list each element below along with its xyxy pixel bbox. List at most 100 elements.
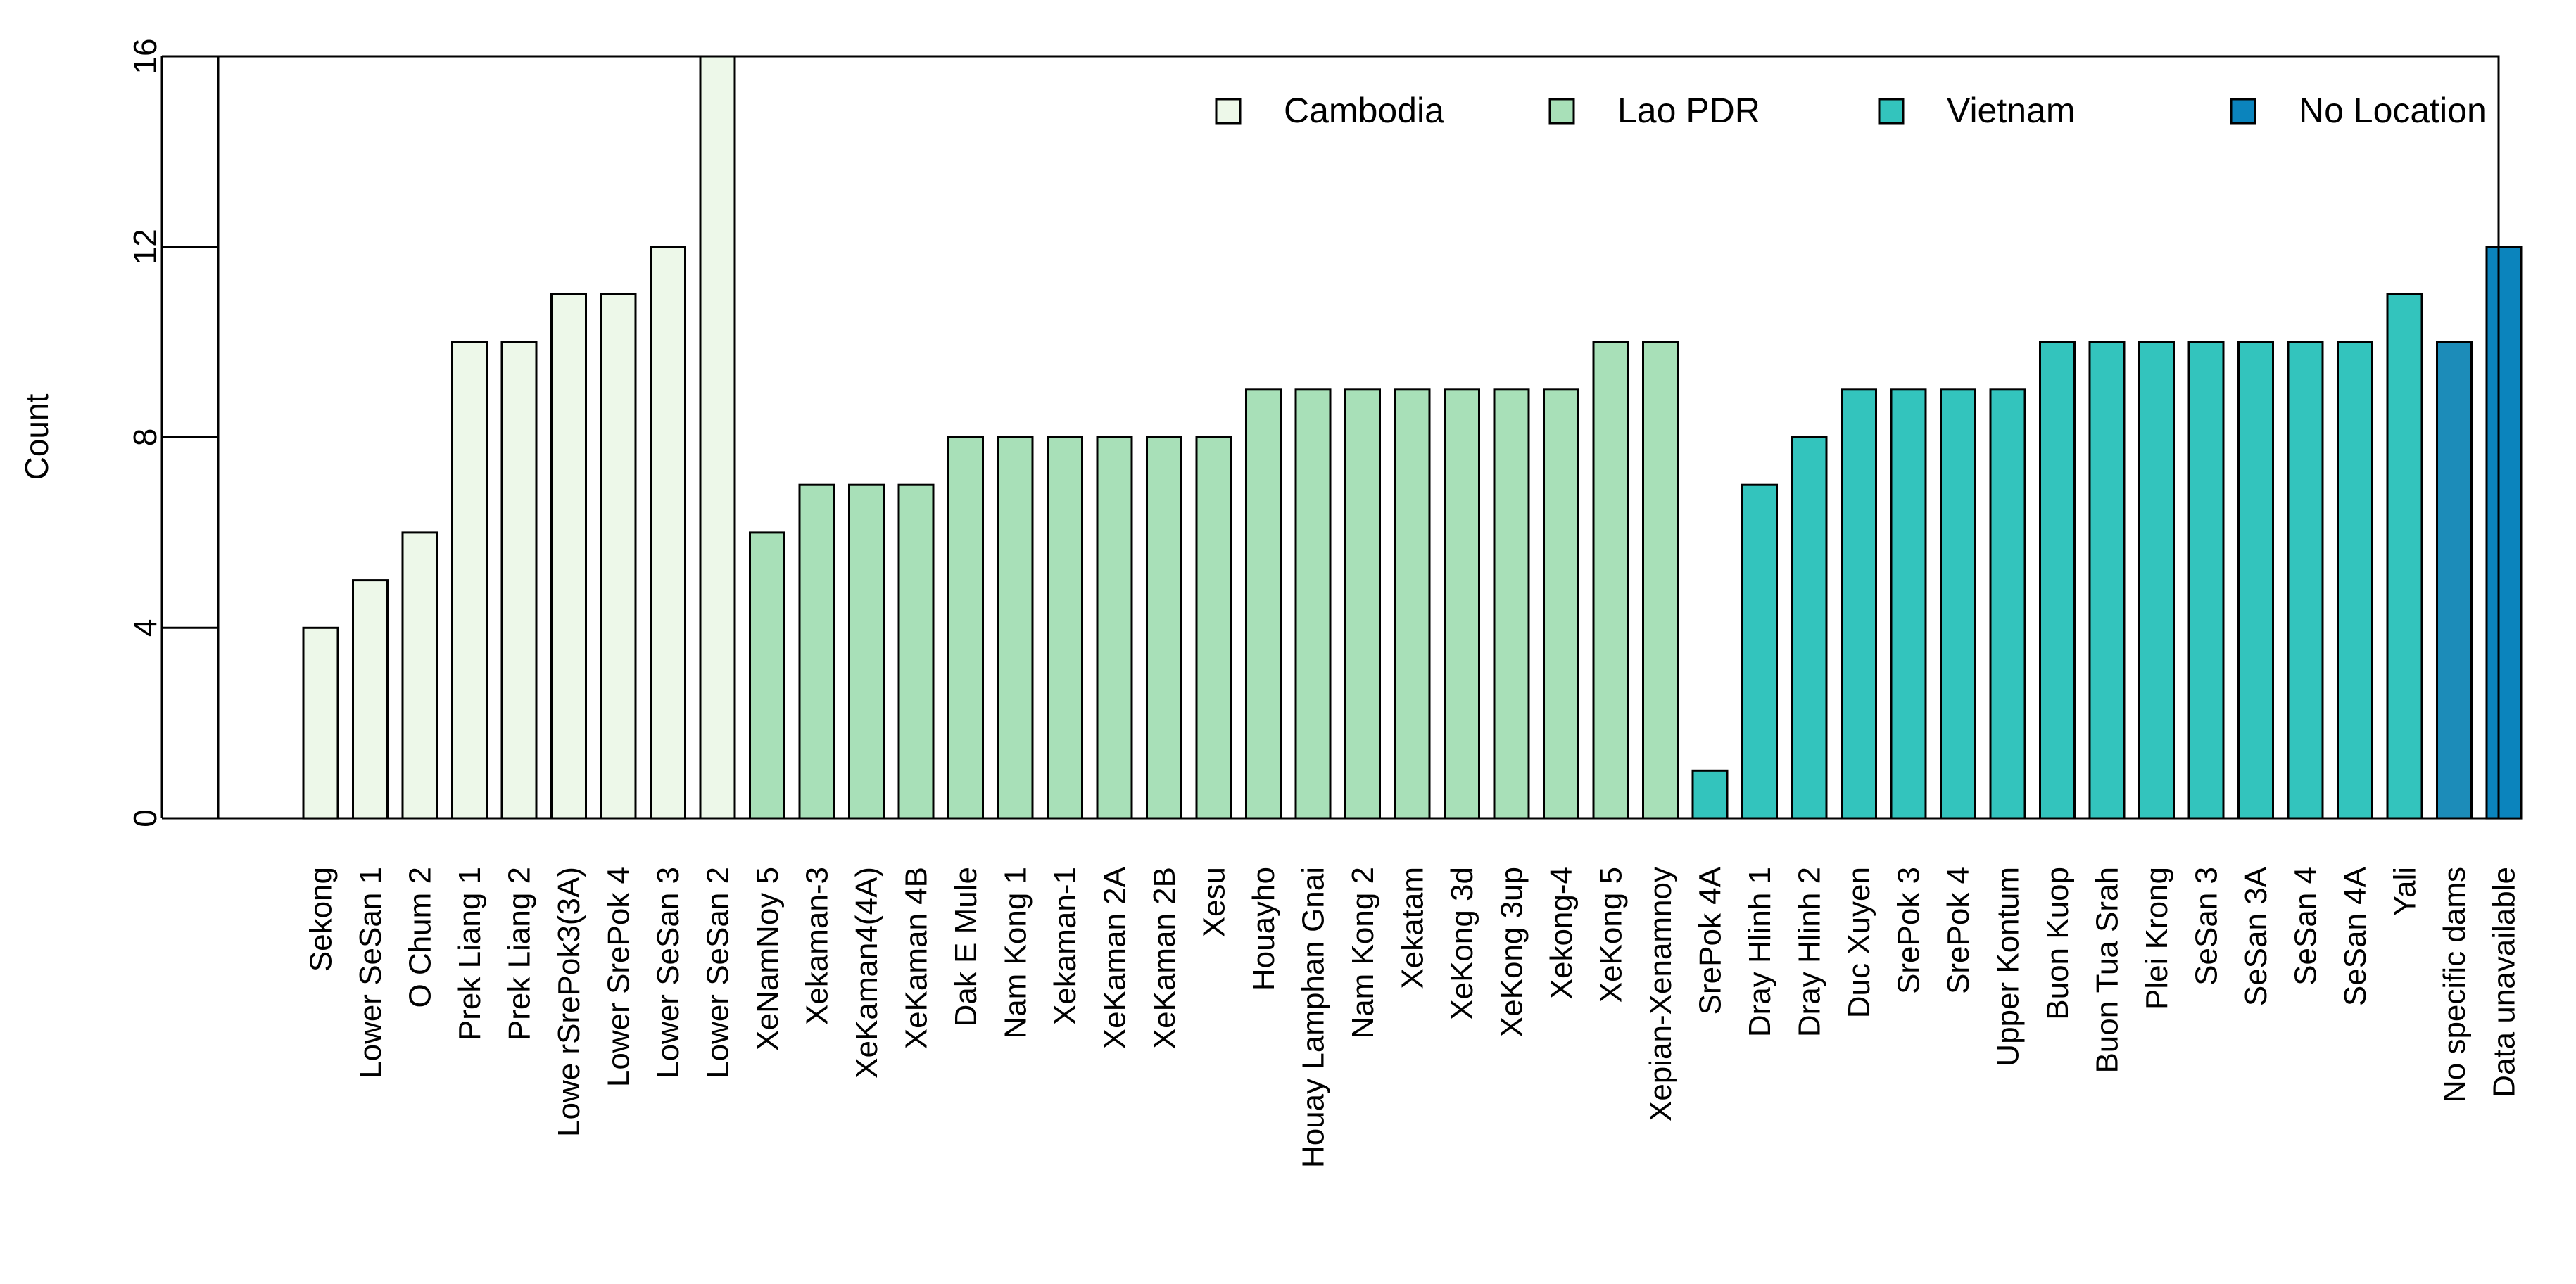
bar-srepok-3 bbox=[1890, 388, 1927, 820]
x-tick-label: SeSan 4 bbox=[2289, 867, 2323, 986]
x-tick-label: XeKaman 4B bbox=[899, 867, 934, 1049]
bar-srepok-4 bbox=[1940, 388, 1976, 820]
x-tick-label: SeSan 4A bbox=[2338, 866, 2373, 1006]
x-tick-label: XeKong 3d bbox=[1445, 867, 1479, 1020]
bar-xekaman-1 bbox=[1047, 436, 1083, 820]
bar-houay-lamphan-gnai bbox=[1294, 388, 1332, 820]
bar-lower-sesan-3 bbox=[650, 246, 686, 820]
x-tick-label: Lower SeSan 1 bbox=[353, 867, 388, 1079]
x-tick-label: Prek Liang 1 bbox=[453, 867, 487, 1041]
x-tick-label: Houay Lamphan Gnai bbox=[1296, 867, 1331, 1168]
x-tick-label: Lower SeSan 3 bbox=[651, 867, 686, 1079]
x-tick-label: XeKaman 2B bbox=[1147, 867, 1182, 1049]
x-tick-label: XeKong 3up bbox=[1495, 867, 1529, 1037]
legend-swatch-vietnam bbox=[1878, 98, 1905, 125]
bar-sesan-3a bbox=[2237, 341, 2274, 820]
x-tick-label: SeSan 3 bbox=[2190, 867, 2224, 986]
x-tick-label: Xekatam bbox=[1396, 867, 1430, 989]
x-tick-label: Nam Kong 2 bbox=[1346, 867, 1380, 1039]
y-tick-label: 0 bbox=[127, 809, 163, 827]
x-tick-label: Sekong bbox=[304, 867, 339, 972]
bar-duc-xuyen bbox=[1841, 388, 1877, 820]
y-axis-label: Count bbox=[18, 393, 55, 480]
bar-sesan-3 bbox=[2187, 341, 2225, 820]
x-tick-label: XeKong 5 bbox=[1594, 867, 1629, 1003]
bar-sesan-4a bbox=[2337, 341, 2373, 820]
bar-xekong-3d bbox=[1444, 388, 1480, 820]
y-tick-label: 4 bbox=[127, 619, 163, 637]
x-tick-label: Yali bbox=[2388, 867, 2423, 916]
bar-upper-kontum bbox=[1989, 388, 2026, 820]
bar-sesan-4 bbox=[2287, 341, 2324, 820]
x-tick-label: SrePok 3 bbox=[1892, 867, 1926, 994]
x-tick-label: Dray Hlinh 2 bbox=[1793, 867, 1827, 1037]
plot-frame bbox=[217, 55, 2500, 820]
bar-no-specific-dams bbox=[2436, 341, 2473, 820]
bar-prek-liang-1 bbox=[451, 341, 488, 820]
bar-yali bbox=[2386, 293, 2423, 820]
bar-xenamnoy-5 bbox=[749, 531, 785, 820]
legend-swatch-lao-pdr bbox=[1548, 98, 1575, 125]
legend-label-vietnam: Vietnam bbox=[1947, 91, 2076, 130]
x-tick-label: Prek Liang 2 bbox=[503, 867, 537, 1041]
legend-swatch-no-location bbox=[2230, 98, 2256, 125]
legend-label-no-location: No Location bbox=[2299, 91, 2487, 130]
legend-swatch-cambodia bbox=[1215, 98, 1242, 125]
bar-xesu bbox=[1195, 436, 1232, 820]
x-tick-label: Xekaman-3 bbox=[800, 867, 835, 1025]
bar-lower-sesan-2 bbox=[699, 55, 736, 820]
bar-srepok-4a bbox=[1691, 769, 1729, 820]
bar-xekong-4 bbox=[1543, 388, 1579, 820]
x-tick-label: Houayho bbox=[1246, 867, 1281, 991]
bar-lower-sesan-1 bbox=[352, 579, 389, 820]
x-tick-label: Nam Kong 1 bbox=[999, 867, 1033, 1039]
x-tick-labels: Sekong Lower SeSan 1 O Chum 2 Prek Liang 1 P… bbox=[304, 866, 2522, 1168]
bar-buon-kuop bbox=[2039, 341, 2076, 820]
bar-plei-krong bbox=[2138, 341, 2175, 820]
x-tick-label: Xepian-Xenamnoy bbox=[1643, 867, 1678, 1121]
x-tick-label: SrePok 4A bbox=[1693, 866, 1728, 1015]
x-tick-label: SrePok 4 bbox=[1941, 867, 1976, 994]
bar-xekong-5 bbox=[1592, 341, 1629, 820]
x-tick-label: Lower SeSan 2 bbox=[701, 867, 735, 1079]
x-tick-label: Buon Kuop bbox=[2040, 867, 2075, 1020]
bars-layer bbox=[302, 55, 2523, 820]
x-tick-label: Plei Krong bbox=[2140, 867, 2174, 1010]
x-tick-label: Xekaman-1 bbox=[1048, 867, 1082, 1025]
bar-xekaman4-4a- bbox=[848, 483, 885, 820]
bar-o-chum-2 bbox=[401, 531, 438, 820]
bar-buon-tua-srah bbox=[2088, 341, 2126, 820]
y-tick-label: 12 bbox=[127, 229, 163, 265]
bar-dak-e-mule bbox=[947, 436, 984, 820]
bar-lowe-rsrepok3-3a- bbox=[550, 293, 587, 820]
legend: Cambodia Lao PDR Vietnam No Location bbox=[1215, 91, 2487, 130]
y-tick-label: 8 bbox=[127, 428, 163, 447]
x-tick-label: Duc Xuyen bbox=[1842, 867, 1876, 1018]
x-tick-label: XeKaman 2A bbox=[1098, 866, 1132, 1049]
bar-dray-hlinh-2 bbox=[1791, 436, 1828, 820]
x-tick-label: Dray Hlinh 1 bbox=[1743, 867, 1777, 1037]
bar-xekaman-3 bbox=[798, 483, 835, 820]
bar-xekaman-2a bbox=[1096, 436, 1133, 820]
x-tick-label: XeKaman4(4A) bbox=[850, 867, 884, 1079]
bar-houayho bbox=[1245, 388, 1282, 820]
y-tick-label: 16 bbox=[127, 38, 163, 74]
bar-nam-kong-1 bbox=[997, 436, 1034, 820]
x-tick-label: Dak E Mule bbox=[949, 867, 983, 1026]
x-tick-label: Buon Tua Srah bbox=[2090, 867, 2125, 1074]
x-tick-label: SeSan 3A bbox=[2239, 866, 2273, 1006]
x-tick-label: Lower SrePok 4 bbox=[602, 867, 636, 1087]
x-tick-label: Xesu bbox=[1197, 867, 1232, 937]
bar-xepian-xenamnoy bbox=[1642, 341, 1679, 820]
legend-label-cambodia: Cambodia bbox=[1284, 91, 1444, 130]
x-tick-label: Lowe rSrePok3(3A) bbox=[552, 867, 586, 1137]
x-tick-label: Xekong-4 bbox=[1544, 867, 1579, 999]
bar-nam-kong-2 bbox=[1344, 388, 1381, 820]
x-tick-label: O Chum 2 bbox=[403, 867, 438, 1008]
x-tick-label: Upper Kontum bbox=[1991, 867, 2026, 1067]
y-axis: 0 4 8 12 16 bbox=[127, 38, 218, 827]
bar-xekong-3up bbox=[1493, 388, 1530, 820]
bar-dray-hlinh-1 bbox=[1741, 483, 1778, 820]
x-tick-label: No specific dams bbox=[2437, 867, 2472, 1102]
